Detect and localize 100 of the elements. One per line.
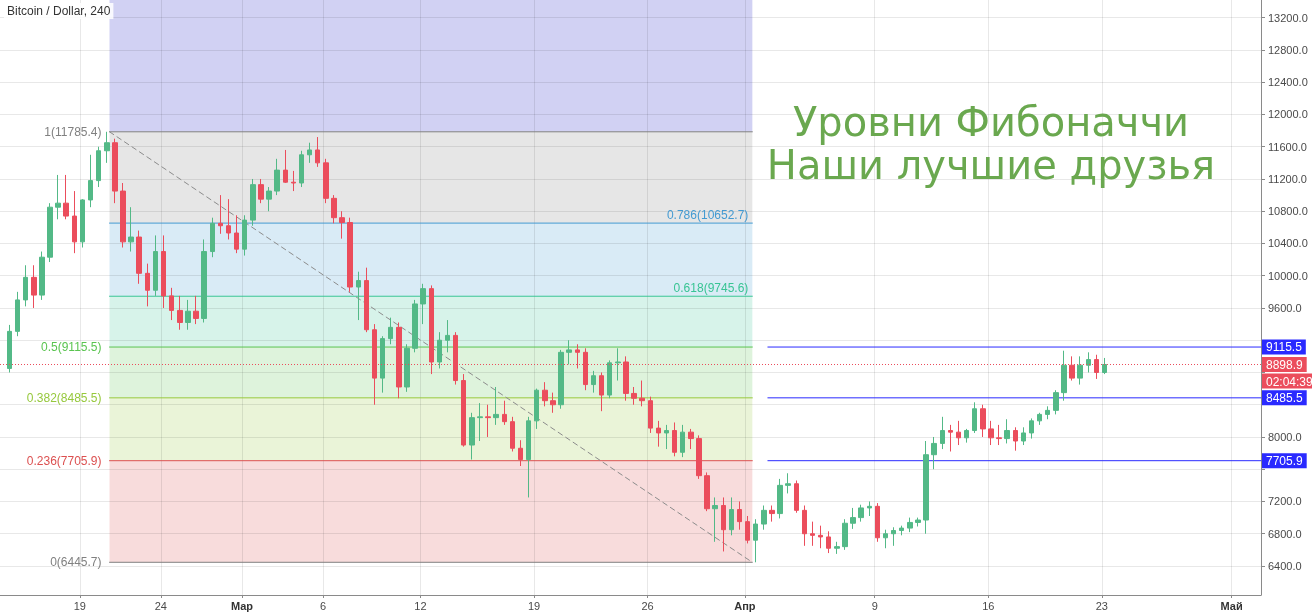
- candlestick: [185, 299, 191, 331]
- candlestick: [210, 217, 215, 258]
- y-tick-label: 6800.0: [1268, 527, 1302, 540]
- candlestick: [696, 434, 702, 480]
- candlestick: [948, 424, 953, 452]
- candlestick: [356, 271, 361, 321]
- candlestick: [899, 525, 904, 536]
- candlestick: [193, 295, 199, 325]
- x-tick-label: 16: [982, 599, 995, 612]
- candlestick: [177, 295, 183, 331]
- data-label: 1(11785.4): [44, 124, 102, 139]
- candlestick: [445, 319, 450, 353]
- candlestick: [274, 158, 280, 196]
- candlestick: [753, 518, 758, 563]
- y-tick-label: 9600.0: [1268, 301, 1302, 314]
- candlestick: [988, 420, 994, 446]
- candlestick: [258, 178, 264, 204]
- data-label: 0.382(8485.5): [26, 390, 102, 405]
- candlestick: [826, 530, 831, 554]
- candlestick: [996, 424, 1002, 446]
- candlestick: [1004, 418, 1010, 444]
- candlestick: [566, 339, 572, 365]
- candlestick: [7, 324, 12, 373]
- candlestick: [250, 178, 256, 227]
- candlestick: [972, 401, 977, 434]
- y-tick-label: 6400.0: [1268, 559, 1302, 572]
- candlestick: [72, 190, 77, 254]
- x-tick-label: 12: [414, 599, 427, 612]
- candlestick: [737, 500, 742, 531]
- x-tick-label: 26: [641, 599, 654, 612]
- candlestick: [23, 264, 28, 307]
- candlestick: [526, 416, 531, 498]
- y-tick-label: 13200.0: [1268, 11, 1308, 24]
- y-tick-label: 11600.0: [1268, 140, 1307, 153]
- candlestick: [558, 349, 564, 410]
- candlestick: [128, 206, 134, 253]
- candlestick: [420, 283, 426, 325]
- candlestick: [510, 416, 515, 452]
- candlestick: [80, 198, 85, 249]
- candlestick: [980, 404, 986, 438]
- candlestick: [266, 186, 272, 212]
- candlestick: [347, 217, 353, 293]
- x-tick-label: 19: [73, 599, 86, 612]
- candlestick: [88, 154, 93, 208]
- candlestick: [283, 149, 288, 184]
- candlestick: [915, 517, 921, 527]
- data-label: 9115.5: [1266, 340, 1303, 355]
- candlestick: [404, 343, 410, 393]
- candlestick: [850, 507, 856, 530]
- candlestick: [96, 146, 101, 188]
- candlestick: [542, 381, 548, 407]
- candlestick: [615, 347, 621, 382]
- candlestick: [721, 496, 726, 552]
- candlestick: [502, 400, 507, 426]
- x-tick-label: 24: [154, 599, 167, 612]
- candlestick: [1045, 405, 1050, 420]
- candlestick: [331, 194, 337, 224]
- candlestick: [112, 138, 118, 204]
- candlestick: [794, 480, 799, 514]
- candlestick: [493, 386, 499, 426]
- data-label: 7705.9: [1266, 453, 1304, 468]
- candlestick: [1021, 426, 1026, 446]
- candlestick: [1013, 426, 1018, 452]
- y-tick-label: 10800.0: [1268, 205, 1308, 218]
- candlestick: [745, 515, 750, 544]
- candlestick: [648, 396, 653, 434]
- candlestick: [339, 210, 345, 240]
- candlestick: [777, 478, 783, 519]
- candlestick: [1077, 355, 1083, 386]
- data-label: 0.236(7705.9): [26, 453, 102, 468]
- candlestick: [631, 386, 637, 406]
- candlestick: [469, 412, 475, 461]
- candlestick: [55, 174, 61, 220]
- y-tick-label: 12000.0: [1268, 108, 1308, 121]
- candlestick: [802, 505, 807, 547]
- candlestick: [15, 291, 20, 337]
- y-tick-label: 10400.0: [1268, 237, 1308, 250]
- candlestick: [761, 505, 767, 531]
- candlestick: [291, 170, 296, 192]
- candlestick: [380, 335, 385, 394]
- candlestick: [639, 380, 645, 407]
- text: 02:04:39: [1266, 374, 1312, 389]
- candlestick: [931, 436, 937, 470]
- candlestick: [818, 525, 823, 549]
- candlestick: [550, 392, 556, 414]
- candlestick: [120, 182, 126, 249]
- candlestick: [364, 267, 369, 333]
- candlestick: [31, 264, 37, 309]
- x-tick-label: 6: [320, 599, 327, 612]
- x-tick-label: Мар: [230, 599, 254, 612]
- candlestick: [1086, 351, 1091, 373]
- candlestick: [842, 518, 848, 551]
- candlestick: [136, 230, 142, 285]
- candlestick: [104, 131, 110, 164]
- candlestick: [437, 331, 442, 369]
- candlestick: [664, 424, 669, 450]
- candlestick: [299, 150, 304, 188]
- candlestick: [940, 416, 945, 450]
- candlestick: [769, 505, 775, 523]
- candlestick: [1029, 417, 1034, 440]
